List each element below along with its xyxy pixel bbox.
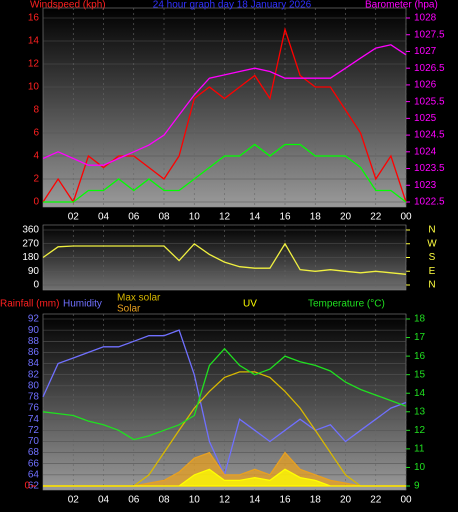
y-tick-label: 92	[28, 314, 40, 325]
y2-tick-label: 1025	[414, 113, 437, 124]
y2-tick-label: S	[429, 252, 436, 263]
y2-tick-label: 18	[414, 314, 426, 325]
x-tick-label: 16	[279, 212, 291, 223]
y-tick-label: 90	[28, 325, 40, 336]
x-tick-label: 04	[98, 212, 110, 223]
legend-entry: Humidity	[63, 299, 102, 310]
y-tick-label: 16	[28, 13, 40, 24]
x-tick-label: 16	[279, 495, 291, 506]
y2-axis-label: Barometer (hpa)	[365, 0, 438, 11]
x-tick-label: 14	[249, 212, 261, 223]
y2-tick-label: W	[427, 238, 437, 249]
series-line	[43, 143, 407, 203]
legend-entry: Rainfall (mm)	[0, 299, 59, 310]
y-tick-label: 90	[28, 266, 40, 277]
x-tick-label: 02	[68, 495, 80, 506]
y-tick-label: 72	[28, 425, 40, 436]
y2-tick-label: 1027.5	[414, 29, 445, 40]
x-tick-label: 00	[400, 212, 412, 223]
y2-tick-label: 12	[414, 425, 426, 436]
y2-tick-label: N	[428, 225, 435, 236]
y-tick-label: 78	[28, 392, 40, 403]
x-tick-label: 06	[128, 495, 140, 506]
x-tick-label: 00	[400, 495, 412, 506]
plot-area	[42, 7, 407, 208]
x-tick-label: 02	[68, 212, 80, 223]
x-tick-label: 22	[370, 495, 382, 506]
y-tick-label: 270	[22, 238, 39, 249]
y2-tick-label: 10	[414, 462, 426, 473]
y2-tick-label: 1026.5	[414, 63, 445, 74]
y2-tick-label: 15	[414, 369, 426, 380]
y2-tick-label: 13	[414, 406, 426, 417]
y-tick-label: 80	[28, 380, 40, 391]
x-tick-label: 18	[310, 495, 322, 506]
x-tick-label: 08	[158, 495, 170, 506]
rain-tick-label: 0	[24, 481, 30, 492]
legend-entry: Solar	[117, 304, 141, 315]
x-tick-label: 10	[189, 212, 201, 223]
series-line	[42, 242, 407, 275]
series-area	[43, 468, 406, 487]
y-tick-label: 8	[33, 105, 39, 116]
y2-tick-label: 1023.5	[414, 163, 445, 174]
y2-tick-label: 1023	[414, 180, 437, 191]
y-tick-label: 0	[33, 197, 39, 208]
y2-tick-label: 14	[414, 388, 426, 399]
y2-tick-label: 1024.5	[414, 130, 445, 141]
y-tick-label: 74	[28, 414, 40, 425]
y2-tick-label: 17	[414, 332, 426, 343]
y2-tick-label: 1025.5	[414, 96, 445, 107]
x-tick-label: 12	[219, 212, 231, 223]
y2-tick-label: 1026	[414, 80, 437, 91]
y-tick-label: 84	[28, 358, 40, 369]
x-tick-label: 20	[340, 495, 352, 506]
y2-tick-label: 1027	[414, 46, 437, 57]
y-tick-label: 64	[28, 470, 40, 481]
x-tick-label: 04	[98, 495, 110, 506]
y-tick-label: 12	[28, 59, 40, 70]
y-tick-label: 10	[28, 82, 40, 93]
x-tick-label: 18	[310, 212, 322, 223]
y-tick-label: 6	[33, 128, 39, 139]
legend-entry: UV	[243, 299, 257, 310]
legend-entry: Max solar	[117, 293, 161, 304]
x-tick-label: 08	[158, 212, 170, 223]
y-tick-label: 0	[33, 280, 39, 291]
y-tick-label: 2	[33, 174, 39, 185]
y-tick-label: 88	[28, 336, 40, 347]
x-tick-label: 06	[128, 212, 140, 223]
chart-title: 24 hour graph day 18 January 2026	[153, 0, 312, 11]
y2-tick-label: 9	[414, 481, 420, 492]
y2-tick-label: 1028	[414, 13, 437, 24]
x-tick-label: 10	[189, 495, 201, 506]
y-tick-label: 68	[28, 447, 40, 458]
y2-tick-label: E	[429, 266, 436, 277]
series-line	[42, 27, 407, 204]
y-axis-label: Windspeed (kph)	[30, 0, 106, 11]
y2-tick-label: N	[428, 280, 435, 291]
y-tick-label: 70	[28, 436, 40, 447]
y-tick-label: 360	[22, 225, 39, 236]
series-line	[42, 44, 407, 166]
y-tick-label: 66	[28, 458, 40, 469]
y2-tick-label: 1022.5	[414, 197, 445, 208]
y2-tick-label: 1024	[414, 146, 437, 157]
x-tick-label: 12	[219, 495, 231, 506]
y2-tick-label: 16	[414, 351, 426, 362]
series-line	[42, 347, 407, 441]
y-tick-label: 180	[22, 252, 39, 263]
y-tick-label: 14	[28, 36, 40, 47]
x-tick-label: 22	[370, 212, 382, 223]
y-tick-label: 82	[28, 369, 40, 380]
legend-entry: Temperature (°C)	[308, 299, 385, 310]
y-tick-label: 86	[28, 347, 40, 358]
y-tick-label: 4	[33, 151, 39, 162]
x-tick-label: 20	[340, 212, 352, 223]
x-tick-label: 14	[249, 495, 261, 506]
y2-tick-label: 11	[414, 444, 425, 455]
y-tick-label: 76	[28, 403, 40, 414]
